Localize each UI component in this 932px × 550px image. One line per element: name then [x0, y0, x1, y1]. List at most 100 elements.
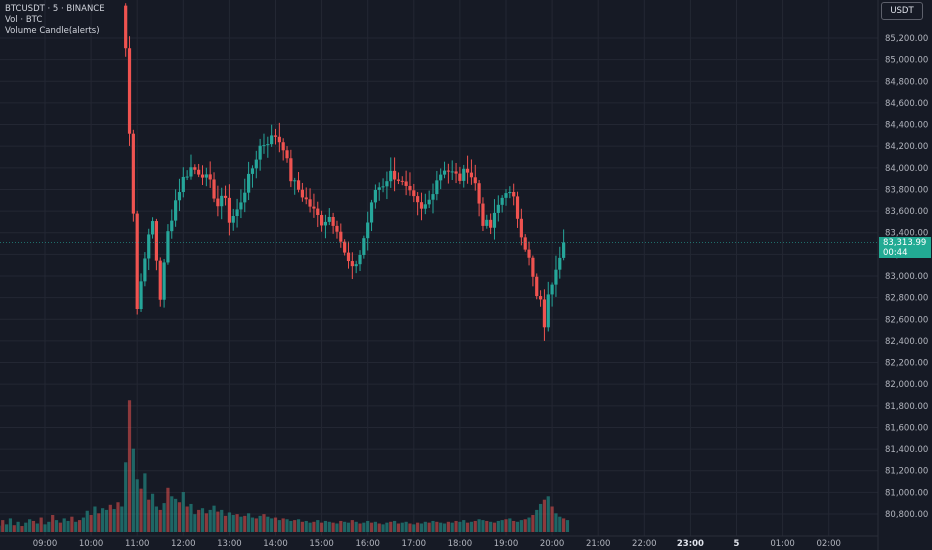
time-tick-label: 11:00 [125, 539, 150, 549]
candle-body [162, 262, 166, 300]
candle-body [481, 203, 485, 226]
price-tick-label: 82,200.00 [885, 359, 928, 369]
candle-body [504, 193, 508, 198]
volume-candle-indicator-label[interactable]: Volume Candle(alerts) [5, 26, 100, 36]
volume-bar [312, 521, 316, 532]
volume-bar [362, 522, 366, 532]
candle-body [158, 260, 162, 300]
volume-bar [62, 518, 66, 532]
candle-body [362, 238, 366, 255]
volume-bar [527, 517, 531, 532]
candle-body [154, 221, 159, 261]
volume-bar [8, 518, 13, 532]
candle-body [527, 249, 531, 258]
candle-body [135, 213, 139, 310]
volume-bar [120, 506, 124, 532]
candle-body [477, 183, 481, 204]
volume-bar [154, 506, 159, 532]
volume-bar [112, 509, 116, 532]
candle-body [223, 195, 228, 198]
volume-bar [423, 521, 427, 532]
volume-bar [131, 448, 135, 532]
volume-bar [350, 520, 354, 532]
volume-bar [231, 515, 235, 532]
candle-body [538, 296, 543, 300]
volume-bar [485, 520, 489, 532]
time-tick-label: 21:00 [586, 539, 611, 549]
candle-body [262, 145, 266, 147]
volume-bar [377, 523, 381, 532]
candle-body [273, 135, 278, 137]
candle-body [450, 171, 454, 173]
volume-bar [193, 514, 197, 532]
time-tick-label: 19:00 [494, 539, 519, 549]
volume-bar [450, 522, 454, 532]
volume-bar [181, 492, 185, 532]
candle-body [392, 170, 397, 180]
candle-body [277, 136, 281, 143]
volume-bar [389, 521, 393, 532]
time-tick-label: 01:00 [770, 539, 795, 549]
candle-body [512, 192, 516, 197]
candle-body [531, 257, 535, 277]
volume-bar [546, 496, 550, 532]
candle-body [469, 172, 474, 178]
price-axis[interactable]: 85,200.00 85,000.00 84,800.00 84,600.00 84,4… [877, 0, 932, 550]
volume-bar [85, 510, 89, 532]
volume-bar [28, 519, 32, 532]
volume-bar [419, 523, 424, 532]
candle-body [177, 192, 182, 201]
volume-bar [439, 522, 443, 532]
candle-body [127, 48, 132, 134]
currency-button[interactable]: USDT [881, 2, 923, 20]
volume-bar [247, 513, 251, 532]
volume-bar [477, 519, 481, 532]
volume-bar [481, 520, 485, 532]
price-tick-label: 80,800.00 [885, 510, 928, 520]
volume-bar [385, 522, 389, 532]
candle-body [181, 176, 185, 193]
candle-body [350, 261, 354, 267]
candle-body [377, 187, 381, 190]
volume-bar [20, 526, 24, 532]
volume-bar [373, 521, 377, 532]
volume-bar [408, 523, 412, 532]
volume-bar [81, 517, 86, 532]
candle-body [519, 218, 523, 238]
candle-body [320, 215, 324, 226]
time-tick-label: 09:00 [33, 539, 58, 549]
volume-bar [31, 520, 36, 532]
candle-body [143, 258, 147, 282]
volume-bar [296, 519, 301, 532]
grid-lines [0, 0, 878, 536]
volume-bar [308, 522, 312, 532]
volume-indicator-label[interactable]: Vol · BTC [5, 15, 43, 25]
symbol-label[interactable]: BTCUSDT · 5 · BINANCE [5, 4, 105, 14]
candle-body [492, 212, 497, 228]
price-tick-label: 85,200.00 [885, 34, 928, 44]
volume-bar [392, 520, 397, 532]
volume-bar [150, 493, 155, 532]
candle-body [496, 204, 500, 213]
volume-bar [139, 488, 143, 532]
volume-bar [412, 524, 416, 532]
volume-bar [531, 515, 535, 532]
candle-body [197, 169, 201, 175]
volume-bar [427, 522, 431, 532]
volume-bar [323, 520, 328, 532]
time-tick-label: 12:00 [171, 539, 196, 549]
volume-bar [538, 503, 543, 532]
volume-bar [523, 519, 527, 532]
price-tick-label: 81,600.00 [885, 423, 928, 433]
candle-body [508, 192, 512, 194]
volume-bar [243, 515, 247, 532]
candle-body [458, 173, 462, 181]
volume-bar [442, 523, 447, 532]
volume-bar [431, 520, 435, 532]
candle-body [208, 174, 212, 180]
time-axis[interactable]: 09:00 10:00 11:00 12:00 13:00 14:00 15:00 16:00… [0, 535, 878, 549]
volume-bar [504, 519, 508, 532]
volume-bar [396, 523, 401, 532]
